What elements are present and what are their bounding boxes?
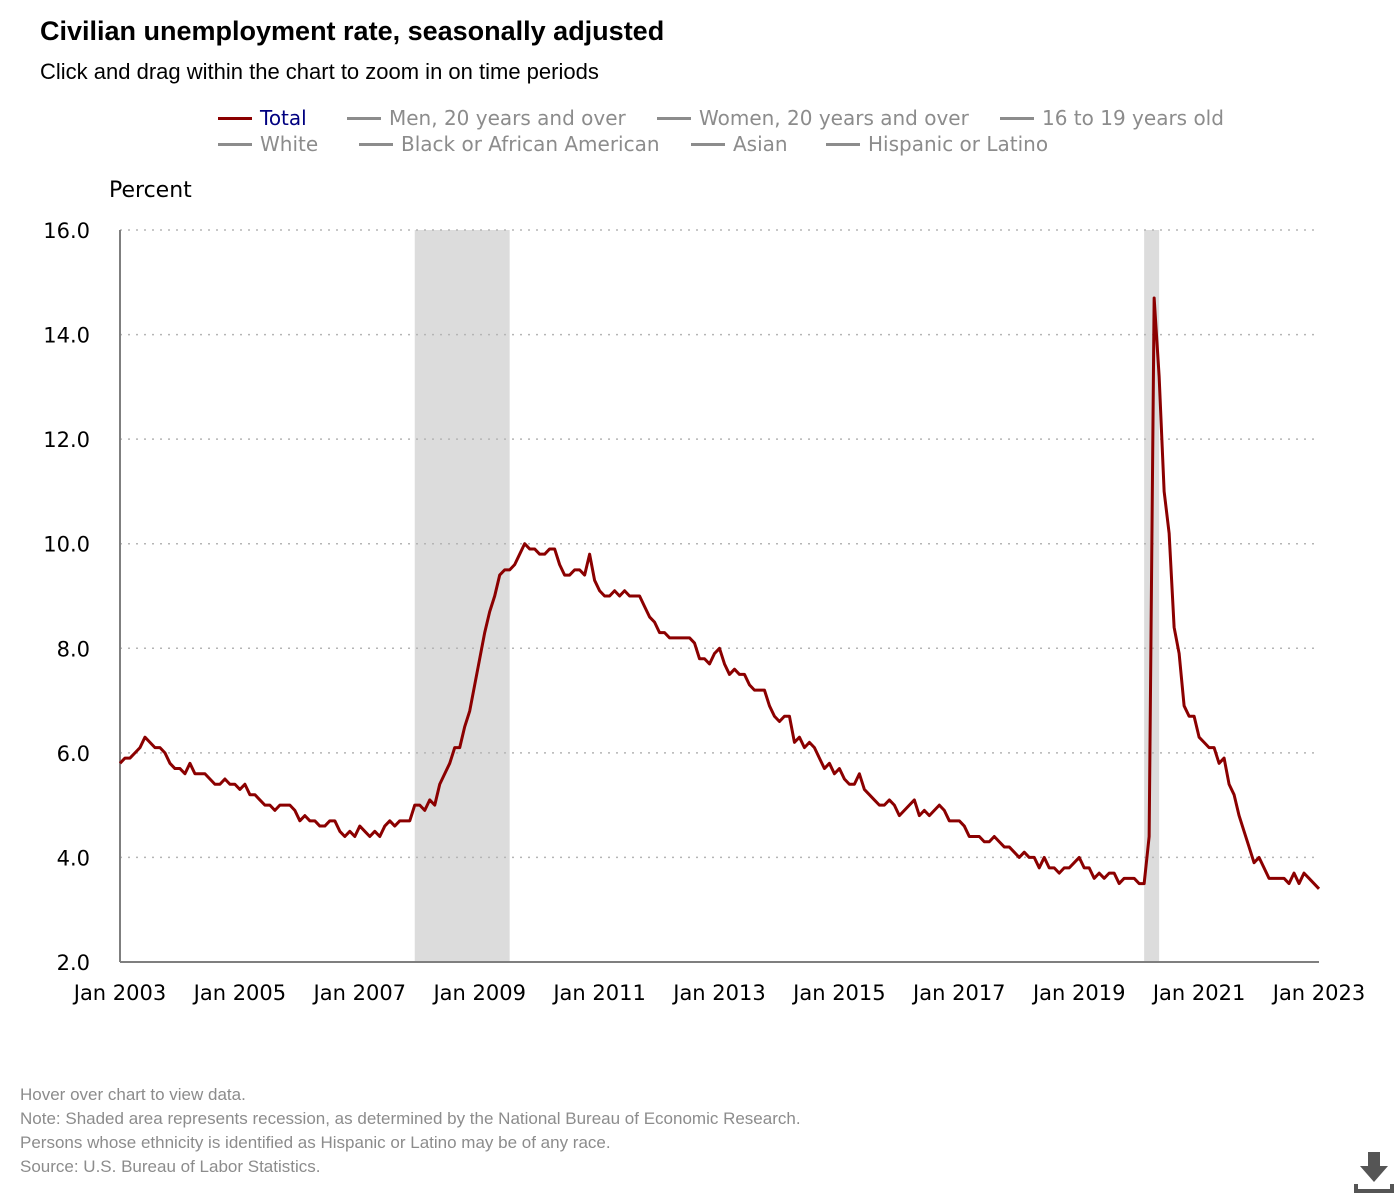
note-recession: Note: Shaded area represents recession, … [20, 1109, 801, 1128]
x-tick-label: Jan 2007 [312, 981, 407, 1005]
x-tick-label: Jan 2003 [72, 981, 167, 1005]
x-tick-label: Jan 2009 [431, 981, 526, 1005]
y-tick-label: 8.0 [57, 637, 90, 661]
legend-swatch [826, 142, 860, 146]
legend-label: Men, 20 years and over [389, 106, 626, 130]
y-axis-label: Percent [109, 178, 192, 203]
y-tick-label: 12.0 [43, 428, 90, 452]
legend-swatch [1000, 116, 1034, 120]
x-tick-label: Jan 2023 [1271, 981, 1366, 1005]
note-hispanic: Persons whose ethnicity is identified as… [20, 1133, 611, 1152]
line-chart[interactable]: 2.0 4.0 6.0 8.0 10.0 12.0 14.0 16.0 Jan 2003 Jan … [0, 0, 1400, 1060]
legend-swatch [218, 116, 252, 120]
legend-item-asian[interactable]: Asian [691, 131, 788, 157]
legend-label: Total [260, 106, 307, 130]
legend-item-hispanic[interactable]: Hispanic or Latino [826, 131, 1048, 157]
legend-swatch [691, 142, 725, 146]
x-tick-label: Jan 2021 [1151, 981, 1246, 1005]
y-tick-label: 10.0 [43, 533, 90, 557]
legend-label: Women, 20 years and over [699, 106, 969, 130]
legend-label: Asian [733, 132, 788, 156]
series-line-total[interactable] [118, 296, 1321, 890]
legend-item-women[interactable]: Women, 20 years and over [657, 105, 969, 131]
note-source: Source: U.S. Bureau of Labor Statistics. [20, 1157, 321, 1176]
legend-swatch [347, 116, 381, 120]
legend-item-men[interactable]: Men, 20 years and over [347, 105, 626, 131]
legend-label: White [260, 132, 319, 156]
legend-item-16-19[interactable]: 16 to 19 years old [1000, 105, 1224, 131]
legend-swatch [218, 142, 252, 146]
legend-swatch [657, 116, 691, 120]
y-tick-label: 2.0 [57, 951, 90, 975]
x-tick-label: Jan 2017 [911, 981, 1006, 1005]
legend-label: 16 to 19 years old [1042, 106, 1224, 130]
legend-label: Black or African American [401, 132, 660, 156]
chart-subtitle: Click and drag within the chart to zoom … [40, 59, 599, 84]
download-button[interactable] [1354, 1152, 1394, 1194]
x-tick-label: Jan 2011 [551, 981, 646, 1005]
note-hover: Hover over chart to view data. [20, 1085, 246, 1104]
x-tick-label: Jan 2015 [791, 981, 886, 1005]
y-tick-label: 6.0 [57, 742, 90, 766]
download-icon [1354, 1152, 1394, 1193]
legend-item-black[interactable]: Black or African American [359, 131, 660, 157]
legend-item-total[interactable]: Total [218, 105, 307, 131]
y-tick-label: 4.0 [57, 846, 90, 870]
x-tick-label: Jan 2005 [192, 981, 287, 1005]
x-tick-label: Jan 2019 [1031, 981, 1126, 1005]
legend-label: Hispanic or Latino [868, 132, 1049, 156]
chart-notes: Hover over chart to view data. Note: Sha… [20, 1083, 801, 1179]
legend-swatch [359, 142, 393, 146]
legend-item-white[interactable]: White [218, 131, 318, 157]
chart-title: Civilian unemployment rate, seasonally a… [40, 16, 665, 46]
y-tick-label: 14.0 [43, 324, 90, 348]
x-tick-label: Jan 2013 [671, 981, 766, 1005]
y-tick-label: 16.0 [43, 219, 90, 243]
